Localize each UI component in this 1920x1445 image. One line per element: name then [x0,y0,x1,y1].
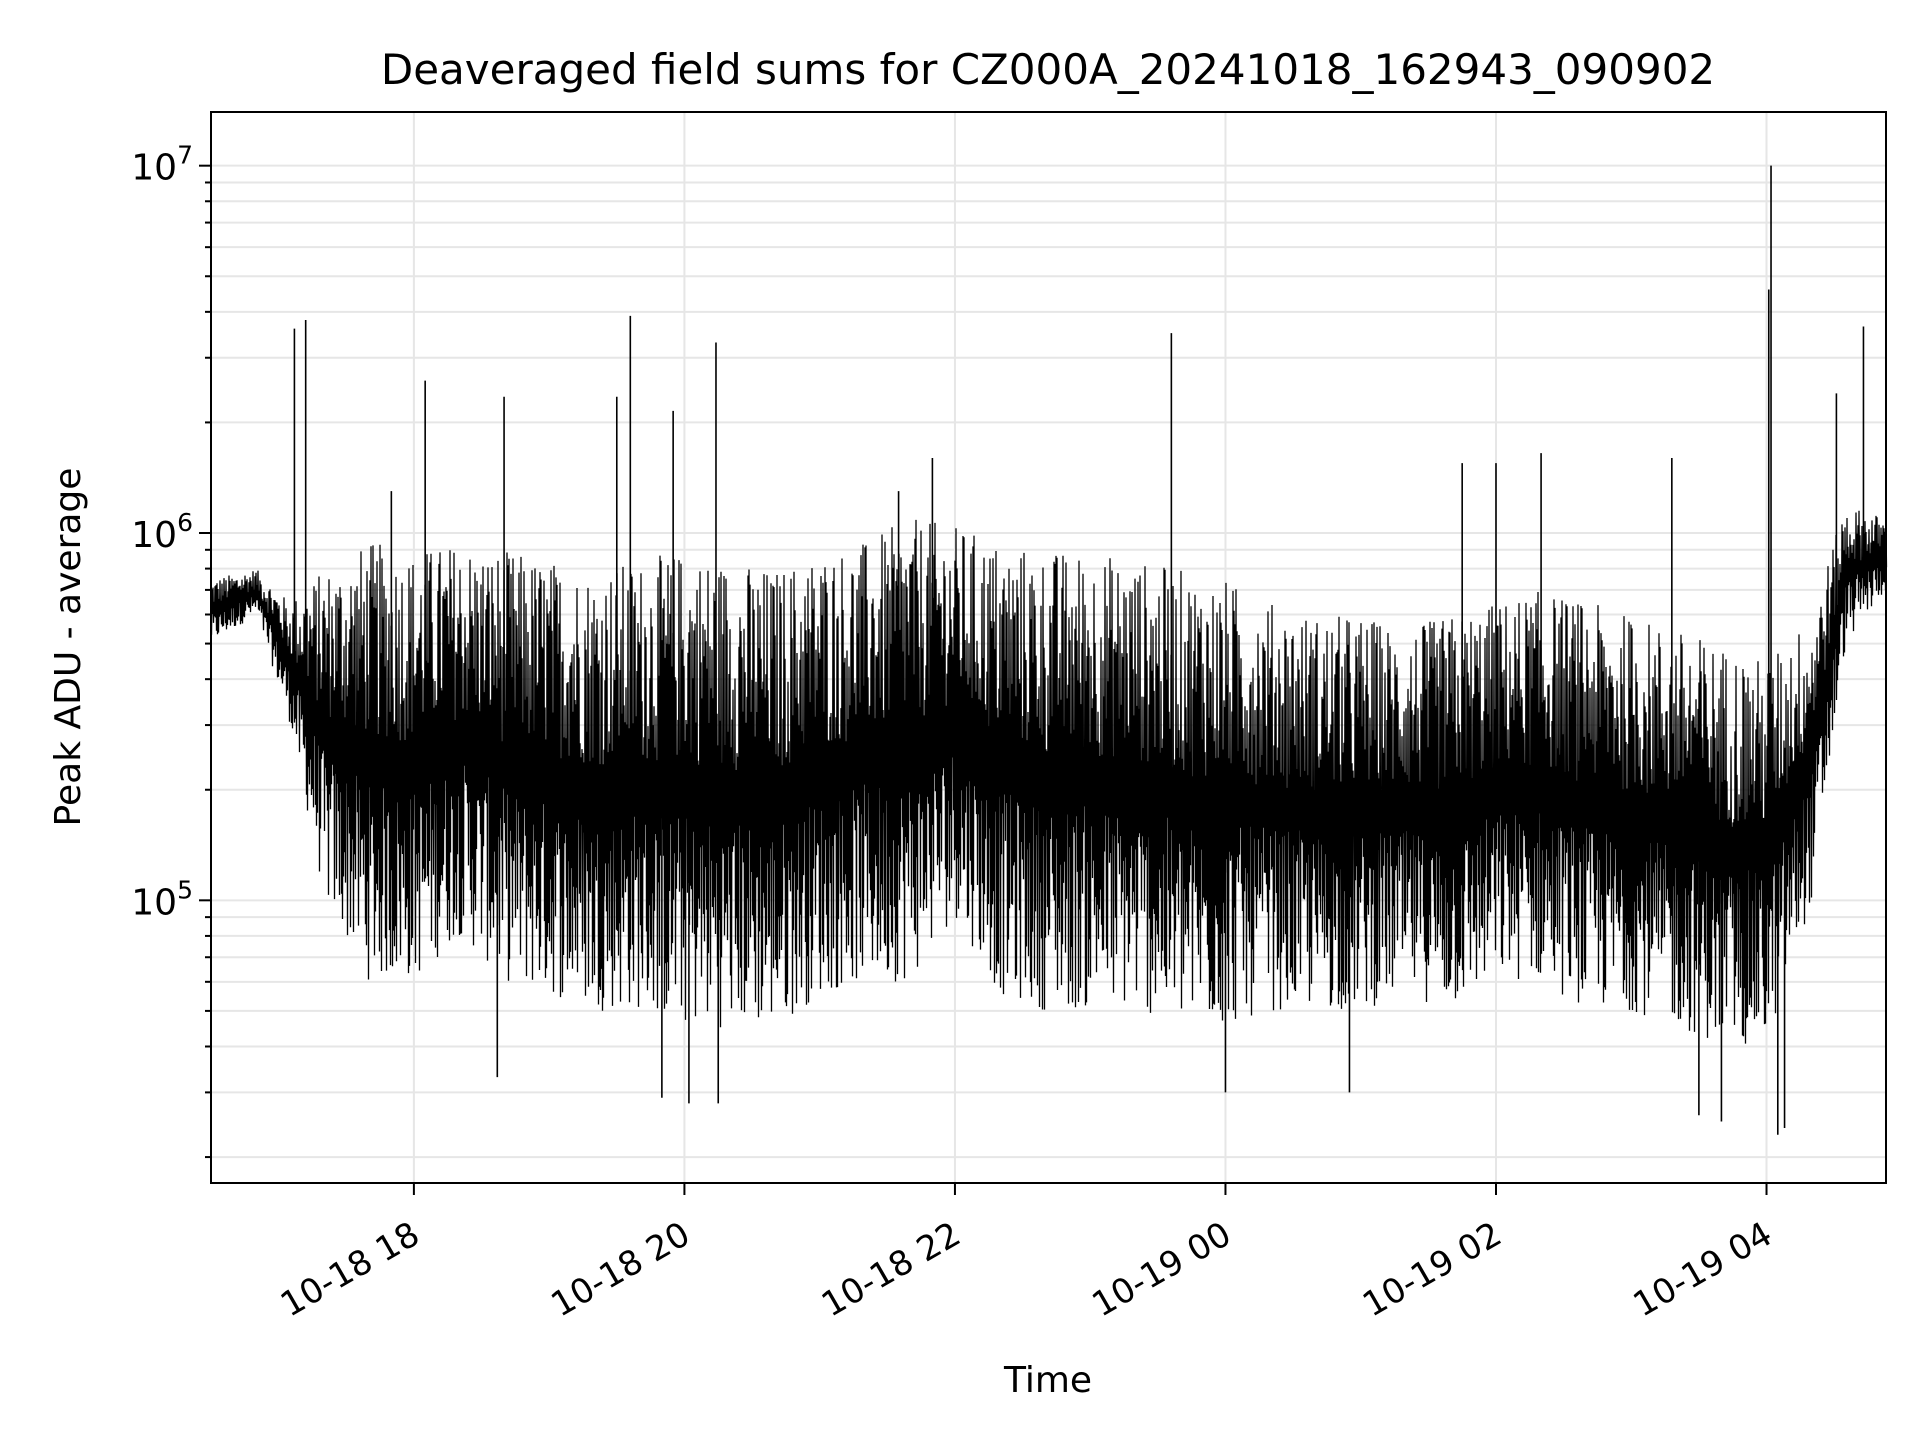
y-tick-label: 106 [131,508,193,556]
y-tick-label: 105 [131,875,193,923]
series-line [210,510,1888,1044]
chart-title: Deaveraged field sums for CZ000A_2024101… [381,45,1715,94]
data-series [210,165,1888,1135]
x-axis-label: Time [1003,1360,1092,1401]
y-axis-label: Peak ADU - average [48,468,89,827]
y-tick-label: 107 [131,141,193,189]
plot-frame [210,111,1887,1184]
